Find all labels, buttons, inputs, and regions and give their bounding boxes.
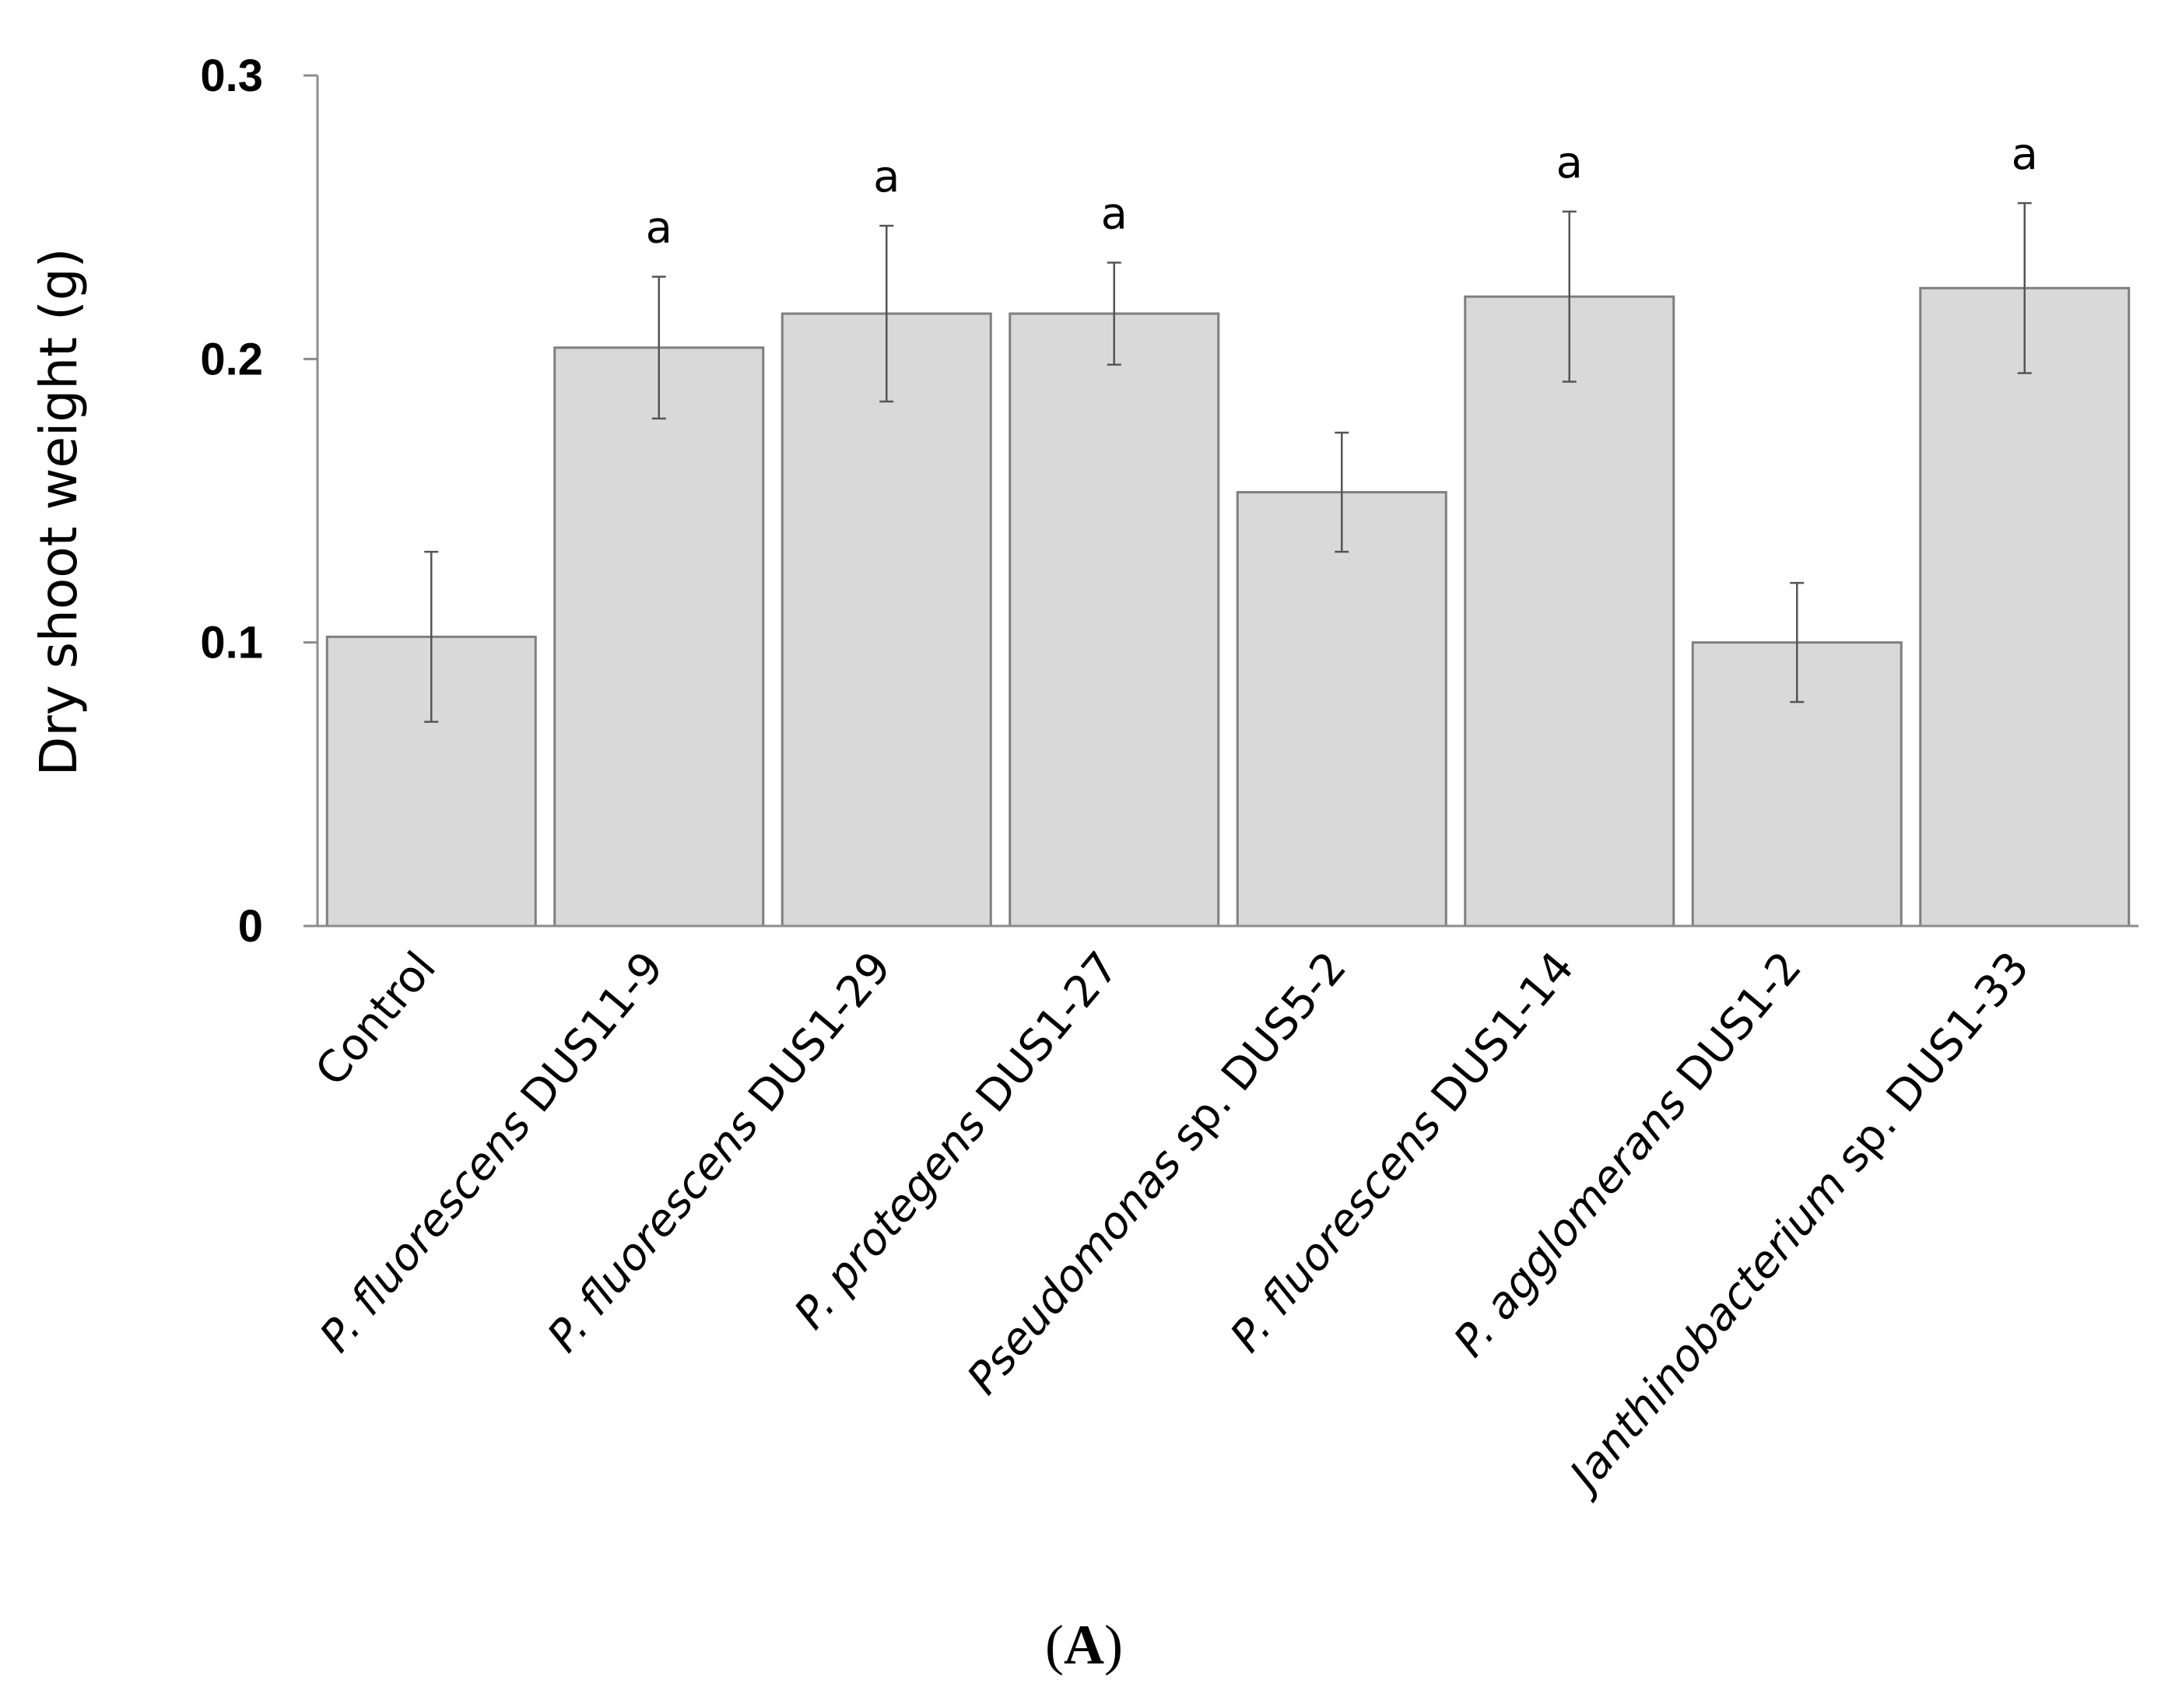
bar: [1009, 312, 1220, 928]
bar: [1236, 491, 1447, 928]
y-tick-label: 0.1: [200, 618, 263, 668]
figure-caption: (A): [1045, 1614, 1123, 1676]
bar: [1464, 295, 1675, 928]
x-tick-label: Janthinobacterium sp. DUS1-33: [1556, 942, 2040, 1505]
significance-label: a: [1556, 138, 1583, 188]
significance-label: a: [646, 203, 672, 254]
y-axis-label: Dry shoot weight (g): [29, 248, 89, 777]
significance-label: a: [873, 152, 900, 202]
x-tick-label: Control: [306, 942, 446, 1096]
x-tick-label: Pseudomonas sp. DUS5-2: [958, 942, 1356, 1404]
significance-label: a: [2012, 129, 2038, 180]
y-tick-label: 0.2: [200, 334, 263, 384]
y-tick-label: 0.3: [200, 51, 263, 101]
bar: [553, 346, 765, 928]
bar: [781, 312, 992, 928]
y-tick-label: 0: [238, 901, 263, 952]
significance-label: a: [1101, 188, 1128, 239]
bar: [1919, 286, 2131, 928]
